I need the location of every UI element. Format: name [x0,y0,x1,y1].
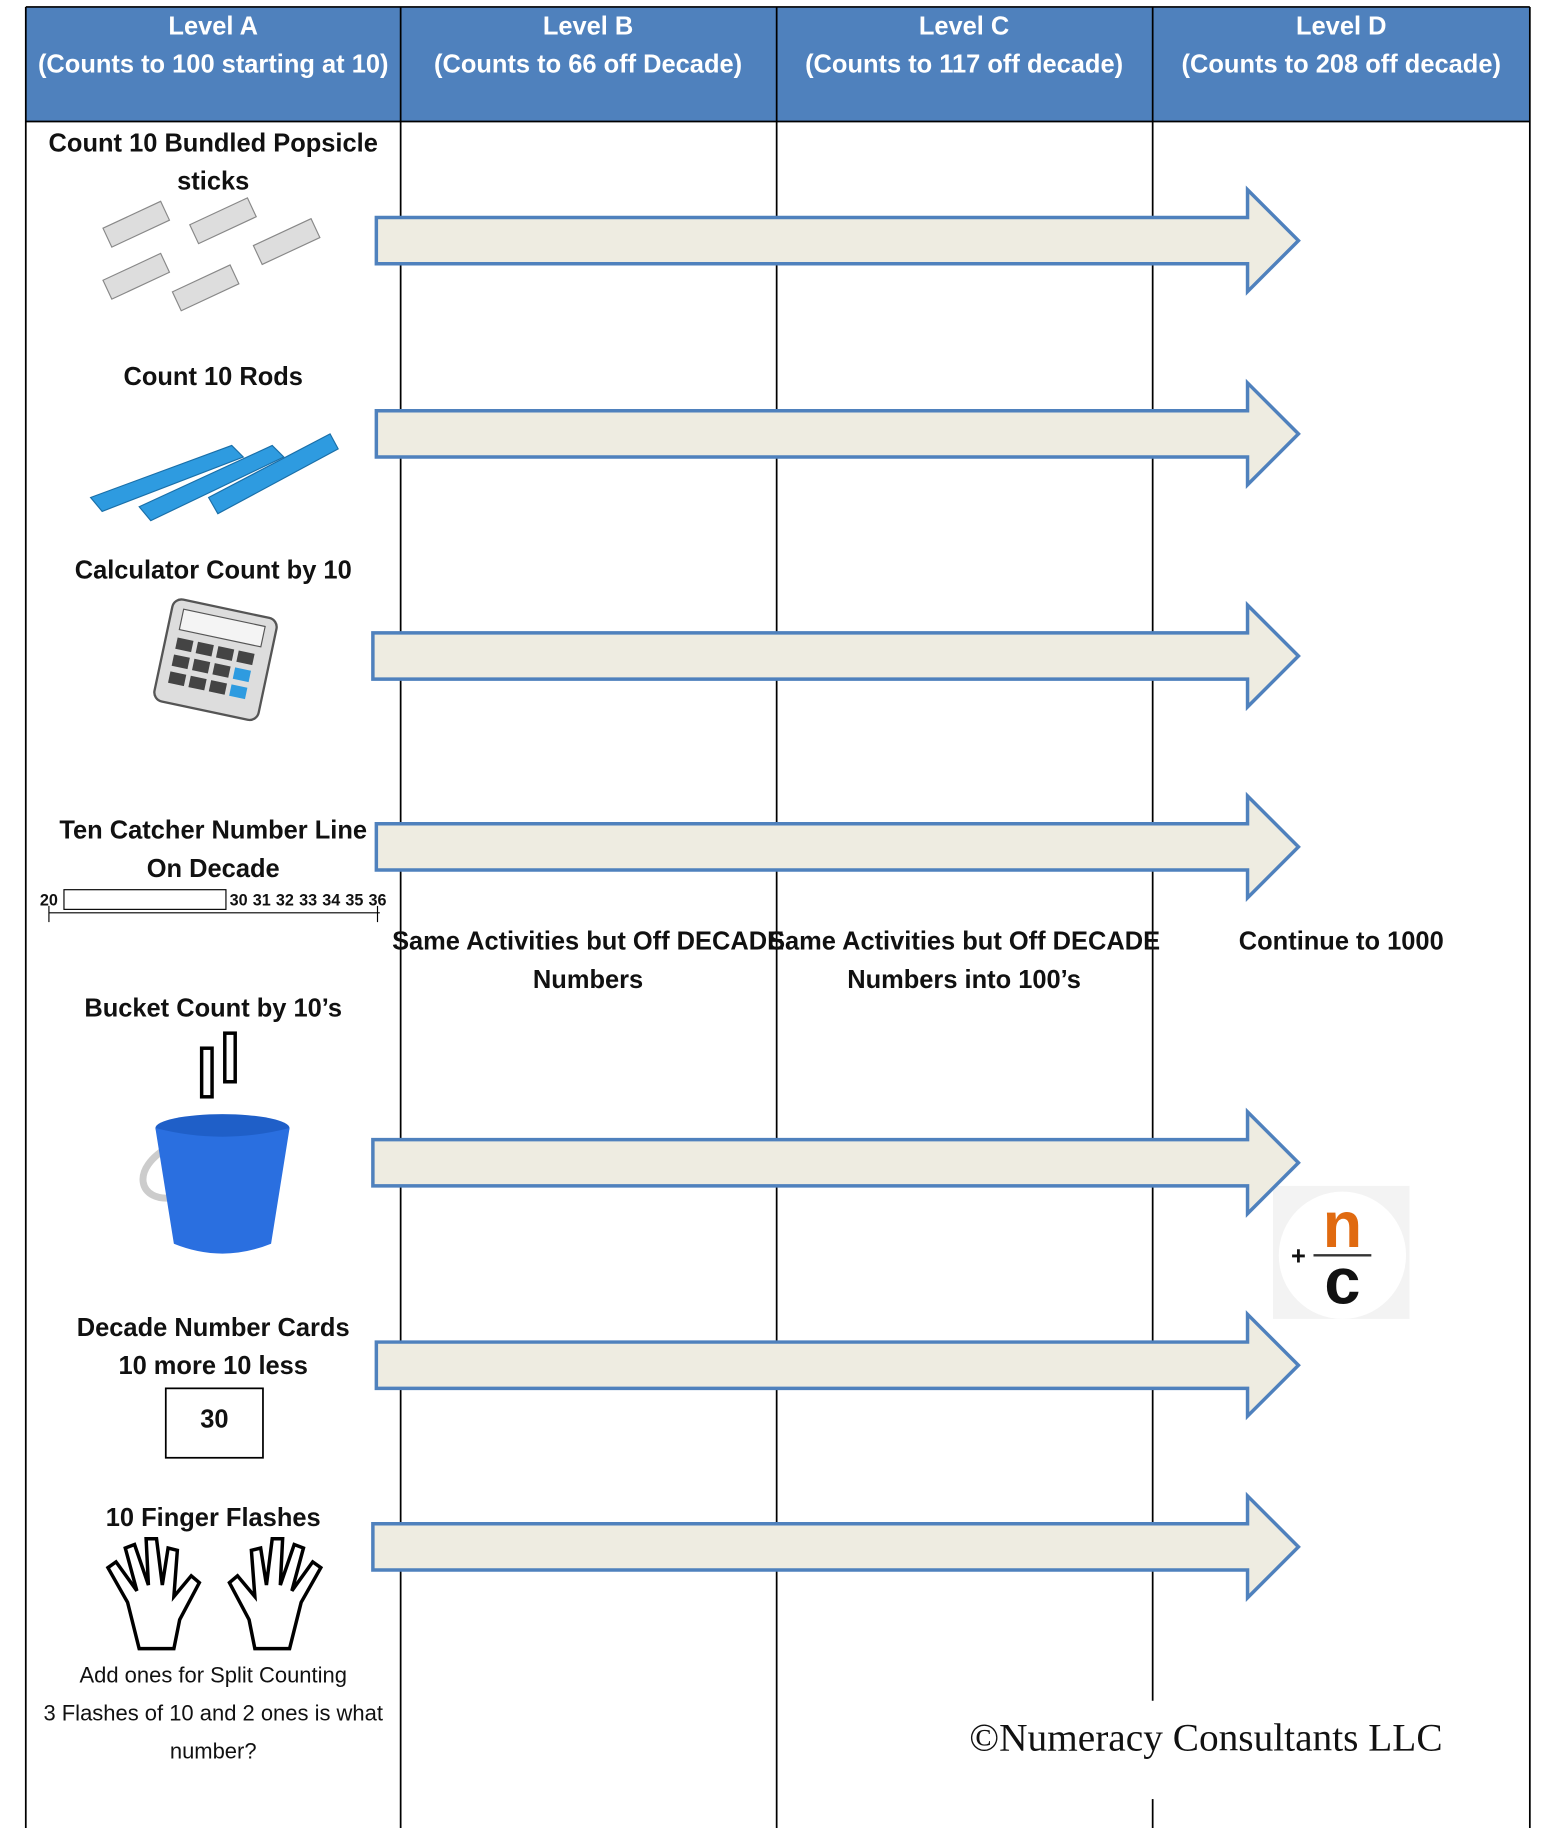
activity-label: 10 more 10 less [118,1352,308,1380]
logo-plus: + [1291,1242,1306,1270]
split-counting-note: 3 Flashes of 10 and 2 ones is what [43,1700,383,1725]
activity-label: 10 Finger Flashes [106,1504,321,1532]
activity-label: Ten Catcher Number Line [59,817,367,845]
number-line-label: 20 [40,892,58,910]
number-line-label: 32 [276,892,294,910]
logo-bottom: c [1324,1245,1360,1318]
arrow [371,1107,1301,1218]
copyright: ©Numeracy Consultants LLC [969,1715,1442,1759]
number-line-label: 36 [368,892,386,910]
activity-label: On Decade [147,855,280,883]
split-counting-note: Add ones for Split Counting [79,1662,346,1687]
activity-label: sticks [177,168,249,196]
level-note: Numbers into 100’s [847,966,1081,994]
number-line-label: 34 [322,892,340,910]
number-line-label: 33 [299,892,317,910]
column-subtitle: (Counts to 66 off Decade) [434,51,742,79]
arrow [371,600,1301,712]
level-note: Same Activities but Off DECADE [392,928,784,956]
column-subtitle: (Counts to 117 off decade) [805,51,1123,79]
activity-label: Bucket Count by 10’s [84,995,342,1023]
activity-label: Decade Number Cards [77,1314,350,1342]
activity-label: Count 10 Bundled Popsicle [49,129,378,157]
activity-label: Count 10 Rods [123,363,302,391]
column-title: Level B [543,12,634,40]
number-line-label: 35 [345,892,363,910]
level-note: Continue to 1000 [1239,928,1444,956]
activity-label: Calculator Count by 10 [75,556,352,584]
split-counting-note: number? [170,1739,257,1764]
column-subtitle: (Counts to 100 starting at 10) [38,51,389,79]
number-card: 30 [200,1405,228,1433]
number-line-label: 31 [253,892,271,910]
column-title: Level A [168,12,258,40]
arrow [374,185,1301,296]
logo-top: n [1323,1188,1363,1261]
number-line-label: 30 [230,892,248,910]
arrow [371,1491,1301,1602]
arrows [371,185,1301,1602]
arrow [374,378,1301,489]
level-note: Same Activities but Off DECADE [768,928,1160,956]
column-title: Level C [919,12,1010,40]
level-note: Numbers [533,966,643,994]
column-title: Level D [1296,12,1386,40]
arrow [374,791,1301,902]
header-band [25,6,1530,122]
arrow [374,1310,1301,1421]
column-subtitle: (Counts to 208 off decade) [1182,51,1501,79]
illustrations [48,197,1410,1651]
